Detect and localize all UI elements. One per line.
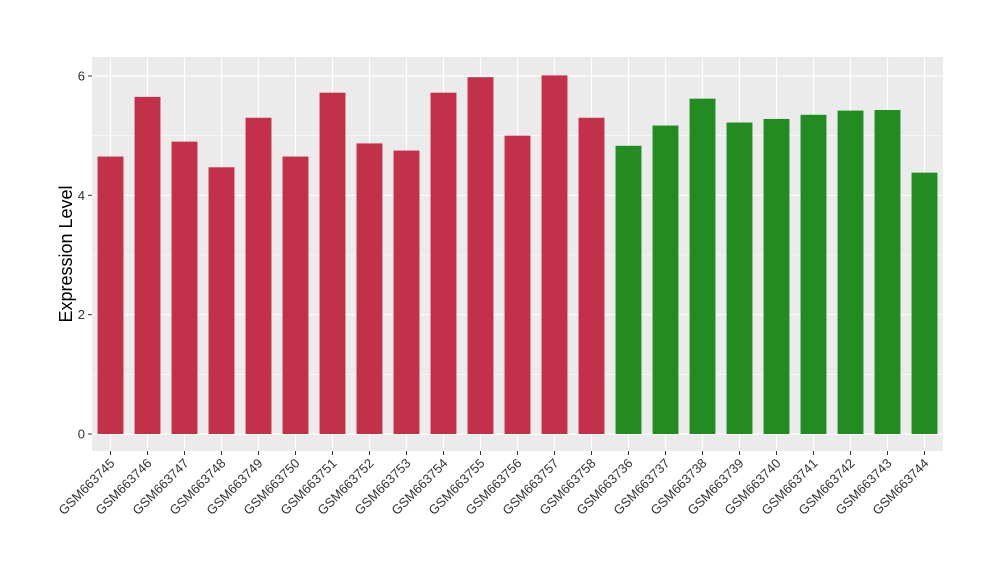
bar-GSM663746 (134, 96, 161, 434)
x-axis: GSM663745GSM663746GSM663747GSM663748GSM6… (55, 451, 932, 518)
bar-GSM663744 (911, 172, 938, 434)
y-tick-label: 6 (78, 69, 85, 84)
bar-GSM663752 (356, 143, 383, 434)
bar-GSM663751 (319, 92, 346, 434)
bar-GSM663757 (541, 75, 568, 435)
bar-GSM663758 (578, 117, 605, 435)
bar-GSM663754 (430, 92, 457, 434)
bar-GSM663742 (837, 110, 864, 435)
y-axis-title: Expression Level (56, 185, 76, 322)
bar-GSM663749 (245, 117, 272, 435)
bar-GSM663756 (504, 135, 531, 434)
y-axis: 0 2 4 6 (78, 69, 92, 442)
y-tick-label: 4 (78, 188, 85, 203)
bar-GSM663737 (652, 125, 679, 435)
bar-GSM663748 (208, 167, 235, 435)
bar-GSM663739 (726, 122, 753, 434)
bar-GSM663747 (171, 141, 198, 434)
y-tick-label: 2 (78, 307, 85, 322)
bar-GSM663740 (763, 118, 790, 435)
bar-GSM663753 (393, 150, 420, 435)
y-tick-label: 0 (78, 427, 85, 442)
bar-GSM663738 (689, 98, 716, 434)
bar-GSM663743 (874, 110, 901, 434)
bar-GSM663741 (800, 114, 827, 435)
bars (97, 75, 938, 435)
bar-GSM663745 (97, 156, 124, 435)
bar-GSM663736 (615, 145, 642, 434)
bar-GSM663755 (467, 77, 494, 435)
bar-GSM663750 (282, 156, 309, 435)
